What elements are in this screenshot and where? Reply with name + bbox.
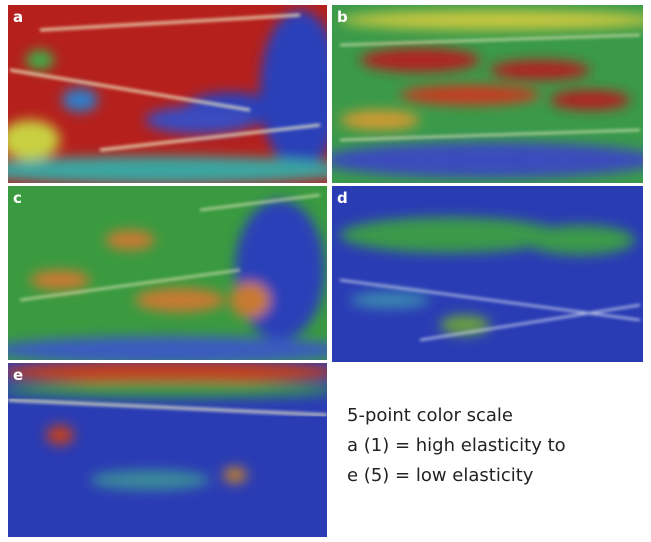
panel-d [332,186,643,362]
panel-label: b [337,8,348,26]
panel-a [8,5,327,183]
panel-c [8,186,327,360]
caption-line: e (5) = low elasticity [347,465,534,486]
caption-line: a (1) = high elasticity to [347,435,566,456]
panel-label: c [13,189,22,207]
panel-label: a [13,8,23,26]
panel-b [332,5,643,183]
panel-label: d [337,189,348,207]
caption-line: 5-point color scale [347,405,513,426]
panel-e [8,363,327,537]
panel-label: e [13,366,23,384]
